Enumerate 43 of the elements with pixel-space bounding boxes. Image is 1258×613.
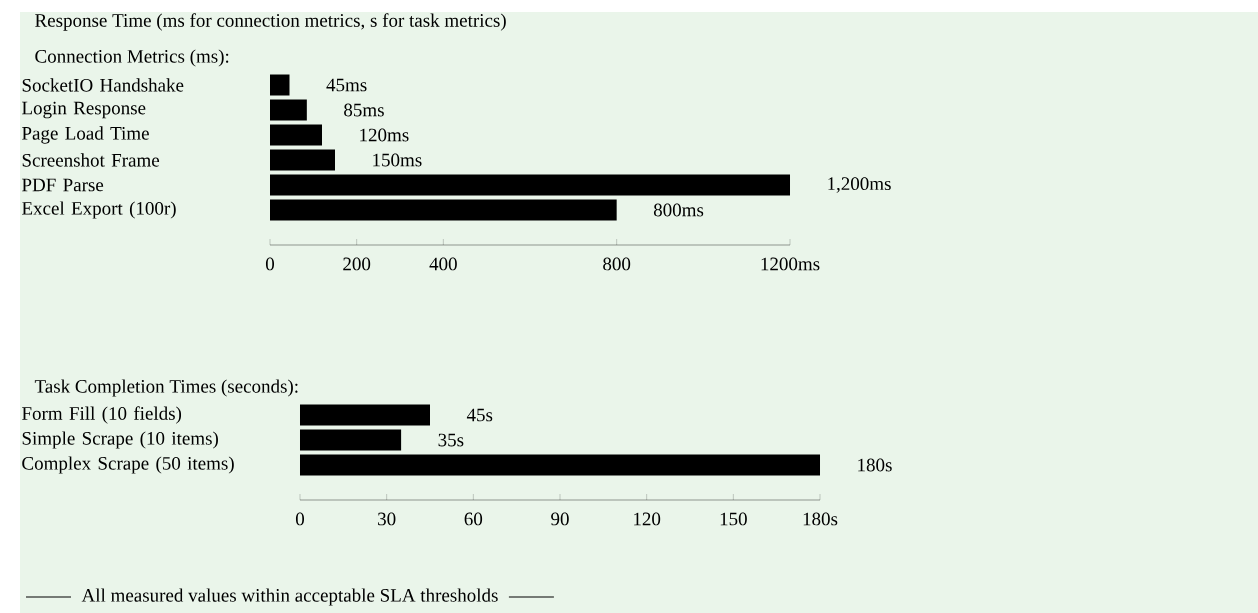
x-tick-label: 60 (464, 512, 483, 526)
y-tick-label: Complex Scrape (50 items) (22, 456, 234, 474)
x-tick-label: 400 (429, 257, 457, 271)
bar (270, 74, 290, 96)
y-tick-label: SocketIO Handshake (22, 78, 184, 92)
y-tick-label: Login Response (22, 101, 146, 119)
bar (270, 124, 322, 146)
x-tick-label: 120 (634, 512, 661, 526)
x-tick-label: 30 (378, 512, 396, 526)
y-tick-label: Screenshot Frame (22, 153, 160, 167)
text: All measured values within acceptable SLA thresholds (81, 588, 498, 606)
y-tick-label: Form Fill (10 fields) (22, 406, 182, 424)
x-tick-label: 0 (295, 512, 305, 526)
data-label: 45ms (326, 78, 367, 92)
data-label: 120ms (360, 128, 409, 142)
bar (300, 454, 820, 476)
chart-subtitle: Task Completion Times (seconds): (34, 379, 298, 397)
y-tick-label: Excel Export (100r) (22, 201, 176, 219)
data-label: 35s (438, 433, 464, 447)
x-tick-label: 180s (803, 512, 838, 526)
x-tick-label: 0 (265, 257, 275, 271)
data-label: 150ms (373, 153, 422, 167)
chart-title: Response Time (ms for connection metrics, s for task metrics) (35, 13, 506, 31)
data-label: 85ms (344, 103, 384, 117)
x-tick-label: 800 (603, 257, 631, 271)
bar (300, 429, 402, 451)
y-tick-label: Simple Scrape (10 items) (22, 431, 218, 449)
bar (270, 199, 617, 221)
y-tick-label: Page Load Time (22, 126, 149, 144)
data-label: 1,200ms (828, 177, 891, 193)
x-tick-label: 90 (551, 512, 569, 526)
x-tick-label: 200 (343, 257, 371, 271)
data-label: 800ms (653, 203, 704, 217)
bar (270, 174, 791, 196)
x-tick-label: 1200ms (761, 257, 820, 271)
data-label: 45s (466, 408, 493, 422)
chart-subtitle: Connection Metrics (ms): (35, 49, 229, 67)
y-tick-label: PDF Parse (22, 178, 104, 192)
bar (270, 99, 307, 121)
x-tick-label: 150 (720, 512, 747, 526)
bar (300, 404, 430, 426)
bar (270, 149, 335, 171)
data-label: 180s (858, 458, 892, 472)
